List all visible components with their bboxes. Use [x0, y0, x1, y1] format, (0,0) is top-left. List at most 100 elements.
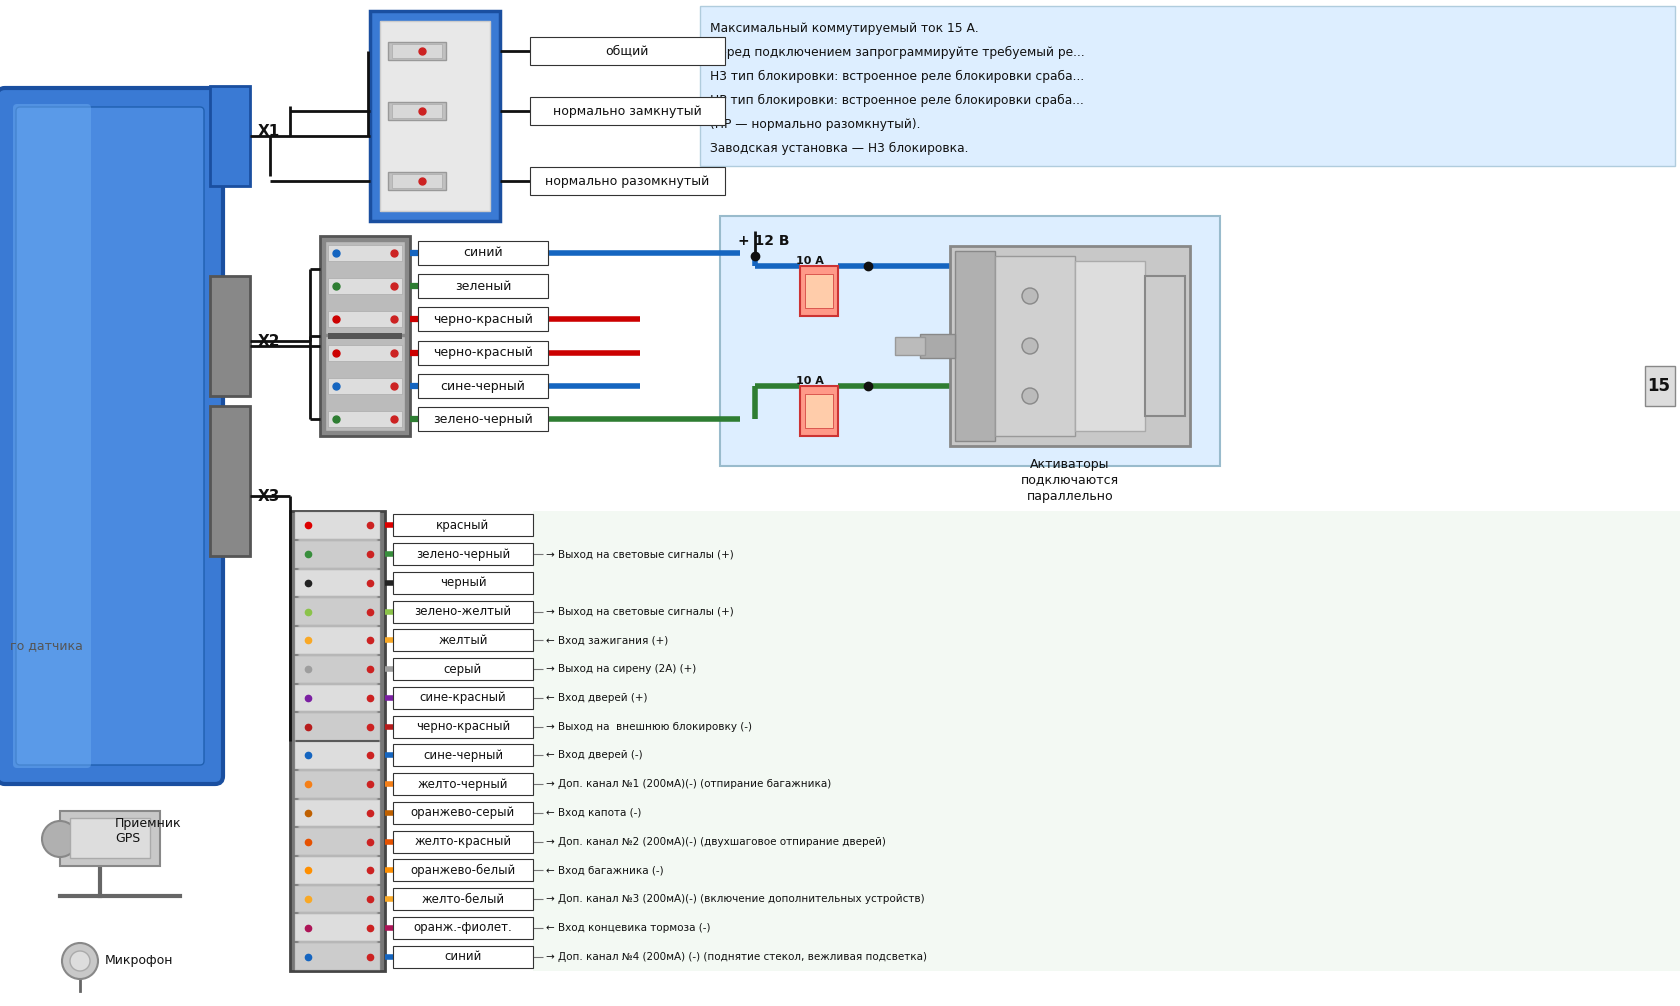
Text: желто-белый: желто-белый [422, 892, 504, 905]
FancyBboxPatch shape [418, 274, 548, 298]
FancyBboxPatch shape [294, 569, 380, 597]
Text: нормально замкнутый: нормально замкнутый [553, 105, 701, 118]
FancyBboxPatch shape [995, 256, 1075, 436]
FancyBboxPatch shape [294, 885, 380, 912]
Text: ← Вход капота (-): ← Вход капота (-) [546, 808, 642, 818]
FancyBboxPatch shape [294, 771, 380, 798]
FancyBboxPatch shape [699, 6, 1673, 166]
FancyBboxPatch shape [294, 627, 380, 654]
Text: общий: общий [605, 44, 648, 57]
Text: Приемник
GPS: Приемник GPS [114, 817, 181, 845]
Text: оранжево-серый: оранжево-серый [410, 807, 514, 819]
FancyBboxPatch shape [328, 333, 402, 339]
FancyBboxPatch shape [294, 857, 380, 883]
FancyBboxPatch shape [210, 276, 250, 396]
FancyBboxPatch shape [294, 599, 380, 625]
Circle shape [1021, 338, 1037, 354]
Text: зелено-черный: зелено-черный [415, 547, 509, 560]
Text: серый: серый [444, 663, 482, 676]
FancyBboxPatch shape [393, 744, 533, 767]
FancyBboxPatch shape [393, 687, 533, 709]
Circle shape [1021, 388, 1037, 404]
FancyBboxPatch shape [805, 394, 833, 428]
Text: (НР — нормально разомкнутый).: (НР — нормально разомкнутый). [709, 118, 921, 131]
FancyBboxPatch shape [393, 859, 533, 881]
FancyBboxPatch shape [328, 311, 402, 327]
Text: Н3 тип блокировки: встроенное реле блокировки сраба...: Н3 тип блокировки: встроенное реле блоки… [709, 70, 1084, 83]
FancyBboxPatch shape [393, 888, 533, 910]
FancyBboxPatch shape [324, 336, 405, 431]
Text: X3: X3 [257, 489, 281, 503]
Circle shape [1021, 288, 1037, 304]
FancyBboxPatch shape [894, 337, 924, 355]
Text: Заводская установка — Н3 блокировка.: Заводская установка — Н3 блокировка. [709, 142, 968, 155]
Text: 15: 15 [1646, 377, 1668, 395]
Text: желтый: желтый [438, 634, 487, 647]
FancyBboxPatch shape [71, 818, 150, 858]
Circle shape [42, 821, 77, 857]
Text: X2: X2 [257, 334, 281, 348]
FancyBboxPatch shape [294, 713, 380, 740]
FancyBboxPatch shape [418, 240, 548, 265]
Text: Активаторы: Активаторы [1030, 458, 1109, 471]
Text: оранж.-фиолет.: оранж.-фиолет. [413, 921, 512, 935]
FancyBboxPatch shape [210, 86, 250, 186]
FancyBboxPatch shape [291, 511, 385, 971]
FancyBboxPatch shape [393, 946, 533, 968]
Text: X1: X1 [257, 124, 281, 139]
Text: сине-красный: сине-красный [420, 691, 506, 704]
FancyBboxPatch shape [800, 386, 838, 436]
FancyBboxPatch shape [210, 406, 250, 556]
FancyBboxPatch shape [388, 102, 445, 120]
FancyBboxPatch shape [393, 916, 533, 939]
Text: → Доп. канал №4 (200мА) (-) (поднятие стекол, вежливая подсветка): → Доп. канал №4 (200мА) (-) (поднятие ст… [546, 952, 926, 962]
Text: черно-красный: черно-красный [433, 313, 533, 326]
Text: черно-красный: черно-красный [433, 346, 533, 359]
Text: параллельно: параллельно [1026, 490, 1112, 503]
FancyBboxPatch shape [805, 274, 833, 308]
Text: ← Вход дверей (+): ← Вход дверей (+) [546, 693, 647, 703]
FancyBboxPatch shape [294, 800, 380, 826]
FancyBboxPatch shape [294, 656, 380, 682]
FancyBboxPatch shape [393, 543, 533, 565]
FancyBboxPatch shape [319, 236, 410, 436]
Text: Микрофон: Микрофон [104, 955, 173, 968]
Text: нормально разомкнутый: нормально разомкнутый [544, 174, 709, 187]
FancyBboxPatch shape [393, 715, 533, 737]
Text: → Выход на световые сигналы (+): → Выход на световые сигналы (+) [546, 607, 732, 617]
FancyBboxPatch shape [294, 512, 380, 539]
FancyBboxPatch shape [418, 308, 548, 331]
FancyBboxPatch shape [418, 374, 548, 398]
Text: зелено-черный: зелено-черный [433, 412, 533, 426]
FancyBboxPatch shape [719, 216, 1220, 466]
Text: сине-черный: сине-черный [423, 748, 502, 762]
FancyBboxPatch shape [418, 407, 548, 432]
FancyBboxPatch shape [328, 378, 402, 394]
FancyBboxPatch shape [949, 246, 1189, 446]
FancyBboxPatch shape [533, 511, 1680, 971]
Text: черный: черный [440, 576, 486, 590]
Text: ← Вход концевика тормоза (-): ← Вход концевика тормоза (-) [546, 923, 711, 933]
Text: Перед подключением запрограммируйте требуемый ре...: Перед подключением запрограммируйте треб… [709, 46, 1084, 59]
Circle shape [62, 943, 97, 979]
FancyBboxPatch shape [60, 811, 160, 866]
FancyBboxPatch shape [393, 514, 533, 536]
Text: ← Вход дверей (-): ← Вход дверей (-) [546, 750, 642, 761]
FancyBboxPatch shape [391, 44, 442, 58]
FancyBboxPatch shape [294, 828, 380, 855]
Text: → Выход на световые сигналы (+): → Выход на световые сигналы (+) [546, 549, 732, 559]
FancyBboxPatch shape [0, 88, 223, 784]
FancyBboxPatch shape [294, 684, 380, 711]
Text: ← Вход багажника (-): ← Вход багажника (-) [546, 865, 664, 875]
FancyBboxPatch shape [393, 571, 533, 594]
FancyBboxPatch shape [391, 104, 442, 118]
FancyBboxPatch shape [328, 345, 402, 361]
FancyBboxPatch shape [294, 742, 380, 769]
FancyBboxPatch shape [919, 334, 954, 358]
FancyBboxPatch shape [294, 914, 380, 942]
Text: → Доп. канал №1 (200мА)(-) (отпирание багажника): → Доп. канал №1 (200мА)(-) (отпирание ба… [546, 779, 830, 789]
Text: сине-черный: сине-черный [440, 379, 526, 392]
Text: красный: красный [437, 519, 489, 532]
Text: → Доп. канал №2 (200мА)(-) (двухшаговое отпирание дверей): → Доп. канал №2 (200мА)(-) (двухшаговое … [546, 837, 885, 847]
Text: → Доп. канал №3 (200мА)(-) (включение дополнительных устройств): → Доп. канал №3 (200мА)(-) (включение до… [546, 894, 924, 904]
